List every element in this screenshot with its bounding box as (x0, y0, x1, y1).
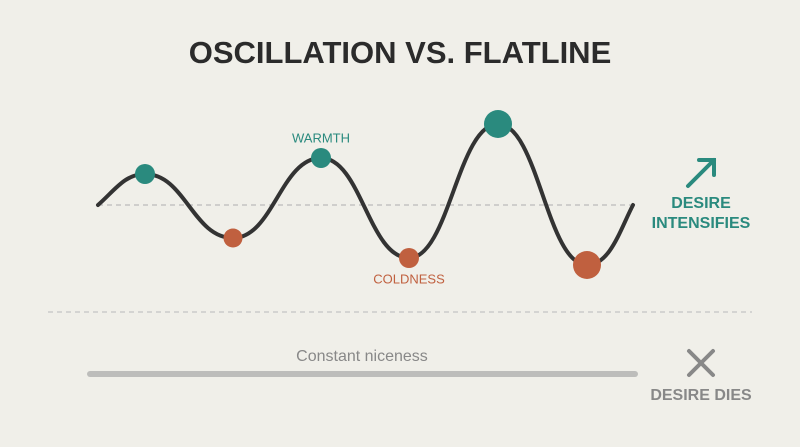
coldness-label: COLDNESS (373, 271, 445, 286)
x-icon (687, 349, 715, 377)
trough-dot (573, 251, 601, 279)
up-arrow (686, 158, 716, 188)
outcome-label: DESIRE DIES (650, 387, 752, 404)
title: OSCILLATION VS. FLATLINE (189, 35, 612, 70)
peak-dot (311, 148, 331, 168)
outcome-label: DESIRE (671, 195, 731, 212)
trough-dot (223, 228, 243, 248)
trough-dot (399, 248, 419, 268)
outcome-label: INTENSIFIES (652, 215, 751, 232)
warmth-label: WARMTH (292, 130, 350, 145)
wave (96, 121, 635, 268)
peak-dot (484, 110, 512, 138)
flatline-label: Constant niceness (296, 348, 428, 365)
peak-dot (135, 164, 155, 184)
